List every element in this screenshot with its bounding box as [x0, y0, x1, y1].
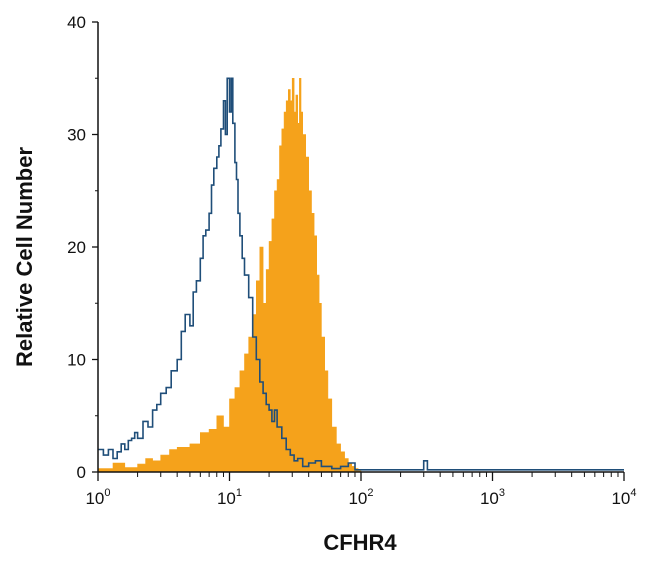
y-tick-label: 10 — [67, 351, 86, 370]
y-tick-label: 30 — [67, 126, 86, 145]
series-layer — [97, 77, 624, 473]
y-tick-label: 0 — [77, 463, 86, 482]
x-tick-label: 101 — [217, 487, 242, 508]
x-tick-label: 103 — [480, 487, 505, 508]
ticks-layer: 0 10 20 30 40 100 101 102 103 104 — [67, 13, 636, 508]
series-filled-histogram — [97, 78, 362, 473]
y-axis-title: Relative Cell Number — [12, 147, 37, 368]
x-axis-title: CFHR4 — [323, 530, 397, 555]
x-tick-label: 102 — [348, 487, 373, 508]
x-tick-label: 100 — [85, 487, 110, 508]
y-tick-label: 40 — [67, 13, 86, 32]
y-tick-label: 20 — [67, 238, 86, 257]
axes-layer — [97, 22, 624, 473]
series-outline-histogram — [98, 77, 624, 471]
x-tick-label: 104 — [611, 487, 636, 508]
